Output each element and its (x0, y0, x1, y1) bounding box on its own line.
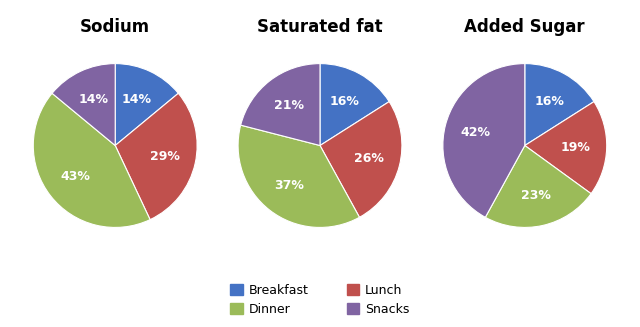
Text: 37%: 37% (274, 179, 304, 192)
Text: 16%: 16% (330, 95, 360, 108)
Text: 14%: 14% (79, 93, 109, 106)
Wedge shape (33, 93, 150, 228)
Wedge shape (525, 102, 607, 194)
Wedge shape (320, 63, 389, 146)
Title: Sodium: Sodium (80, 18, 150, 36)
Wedge shape (485, 146, 591, 228)
Wedge shape (443, 63, 525, 217)
Wedge shape (115, 93, 197, 220)
Wedge shape (52, 63, 115, 146)
Text: 19%: 19% (561, 141, 591, 154)
Text: 43%: 43% (60, 170, 90, 183)
Text: 14%: 14% (122, 93, 152, 106)
Wedge shape (115, 63, 179, 146)
Text: 16%: 16% (534, 95, 564, 108)
Wedge shape (320, 102, 402, 217)
Text: 21%: 21% (274, 99, 304, 112)
Title: Saturated fat: Saturated fat (257, 18, 383, 36)
Wedge shape (525, 63, 594, 146)
Text: 23%: 23% (521, 189, 551, 201)
Wedge shape (238, 125, 360, 228)
Text: 29%: 29% (150, 150, 180, 163)
Title: Added Sugar: Added Sugar (465, 18, 585, 36)
Wedge shape (241, 63, 320, 146)
Text: 26%: 26% (355, 152, 384, 165)
Legend: Breakfast, Dinner, Lunch, Snacks: Breakfast, Dinner, Lunch, Snacks (225, 279, 415, 321)
Text: 42%: 42% (461, 126, 491, 139)
